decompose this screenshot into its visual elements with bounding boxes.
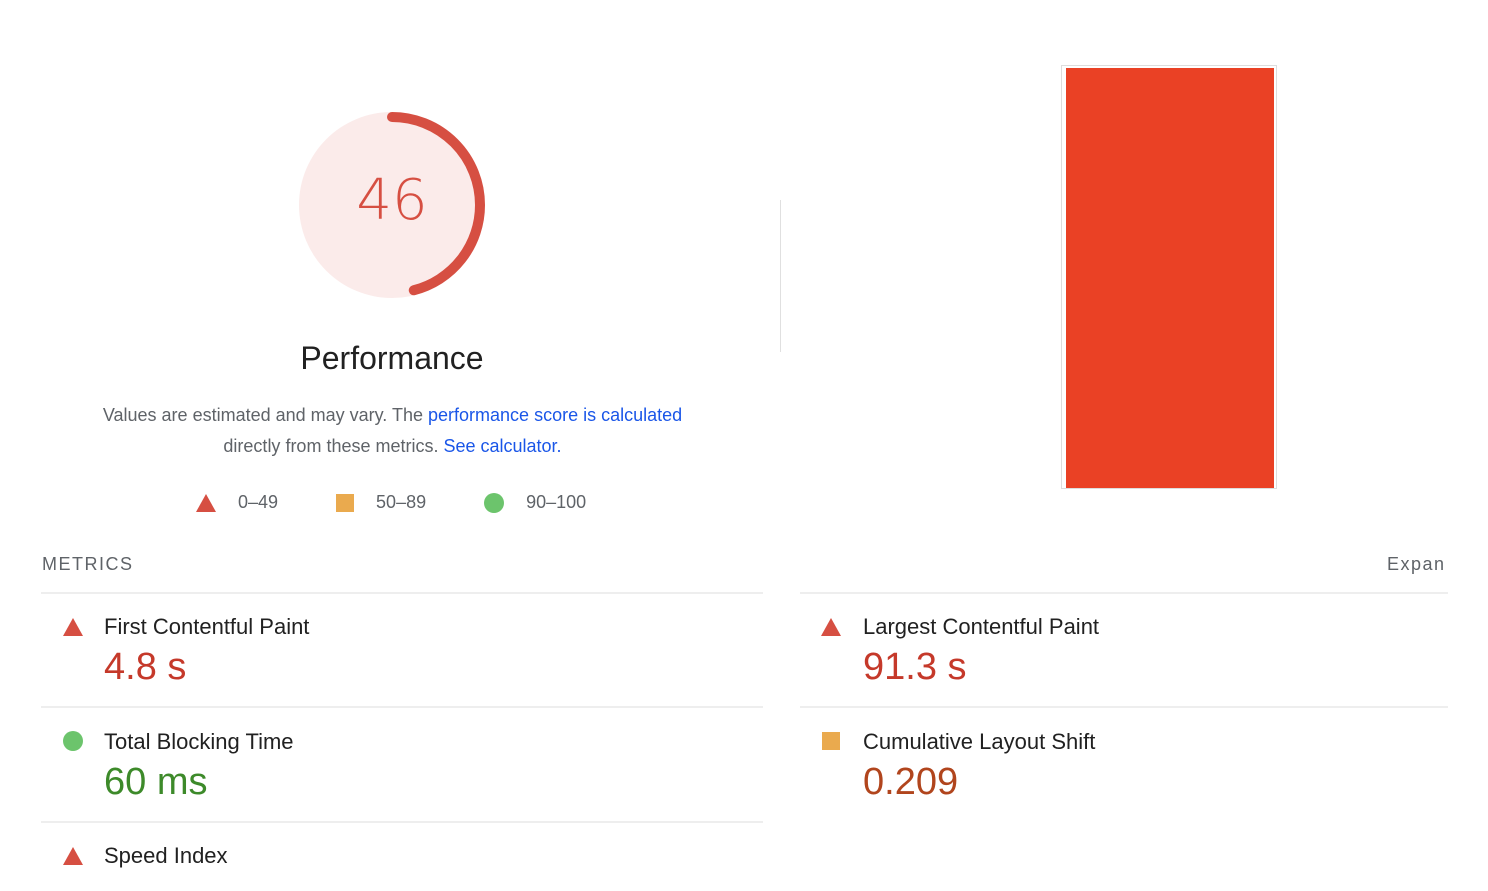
metric-speed-index: Speed Index xyxy=(41,823,763,873)
square-icon xyxy=(822,732,840,750)
square-icon xyxy=(336,493,355,512)
score-calculated-link[interactable]: performance score is calculated xyxy=(428,405,683,425)
category-title: Performance xyxy=(300,340,484,376)
performance-gauge xyxy=(299,112,485,298)
metric-name: Total Blocking Time xyxy=(104,729,294,754)
metrics-header: METRICS xyxy=(42,554,134,574)
metric-total-blocking-time: Total Blocking Time 60 ms xyxy=(41,709,763,822)
metric-value: 91.3 s xyxy=(863,646,967,688)
divider xyxy=(41,821,763,823)
performance-score: 46 xyxy=(356,168,428,233)
circle-icon xyxy=(484,492,505,513)
divider xyxy=(800,706,1448,708)
legend-label: 50–89 xyxy=(376,492,427,512)
legend-average: 50–89 xyxy=(336,492,426,513)
circle-icon xyxy=(63,731,83,751)
metric-largest-contentful-paint: Largest Contentful Paint 91.3 s xyxy=(800,594,1448,707)
legend-pass: 90–100 xyxy=(484,492,586,513)
triangle-icon xyxy=(196,493,216,512)
metric-value: 60 ms xyxy=(104,761,208,803)
gauge-arc xyxy=(299,112,485,298)
metric-name: Cumulative Layout Shift xyxy=(863,729,1096,754)
legend-label: 90–100 xyxy=(526,492,587,512)
metric-name: Largest Contentful Paint xyxy=(863,614,1100,639)
metric-name: Speed Index xyxy=(104,843,228,868)
triangle-icon xyxy=(63,618,83,636)
score-legend: 0–49 50–89 90–100 xyxy=(196,492,644,513)
gauge-background xyxy=(299,112,485,298)
metric-name: First Contentful Paint xyxy=(104,614,310,639)
metric-cumulative-layout-shift: Cumulative Layout Shift 0.209 xyxy=(800,709,1448,822)
divider xyxy=(41,706,763,708)
metric-value: 0.209 xyxy=(863,761,959,803)
description-text: directly from these metrics. xyxy=(223,436,444,456)
expand-view-button[interactable]: Expan xyxy=(1387,554,1446,574)
divider xyxy=(780,200,781,352)
divider xyxy=(41,592,763,594)
screenshot-image xyxy=(1066,68,1274,488)
divider xyxy=(800,592,1448,594)
legend-fail: 0–49 xyxy=(196,492,278,513)
triangle-icon xyxy=(821,618,841,636)
metric-first-contentful-paint: First Contentful Paint 4.8 s xyxy=(41,594,763,707)
description-text: Values are estimated and may vary. The xyxy=(102,405,429,425)
score-description: Values are estimated and may vary. The p… xyxy=(60,400,725,462)
triangle-icon xyxy=(63,847,83,865)
legend-label: 0–49 xyxy=(238,492,279,512)
metric-value: 4.8 s xyxy=(104,646,187,688)
see-calculator-link[interactable]: See calculator. xyxy=(443,436,562,456)
final-screenshot[interactable] xyxy=(1061,65,1277,489)
